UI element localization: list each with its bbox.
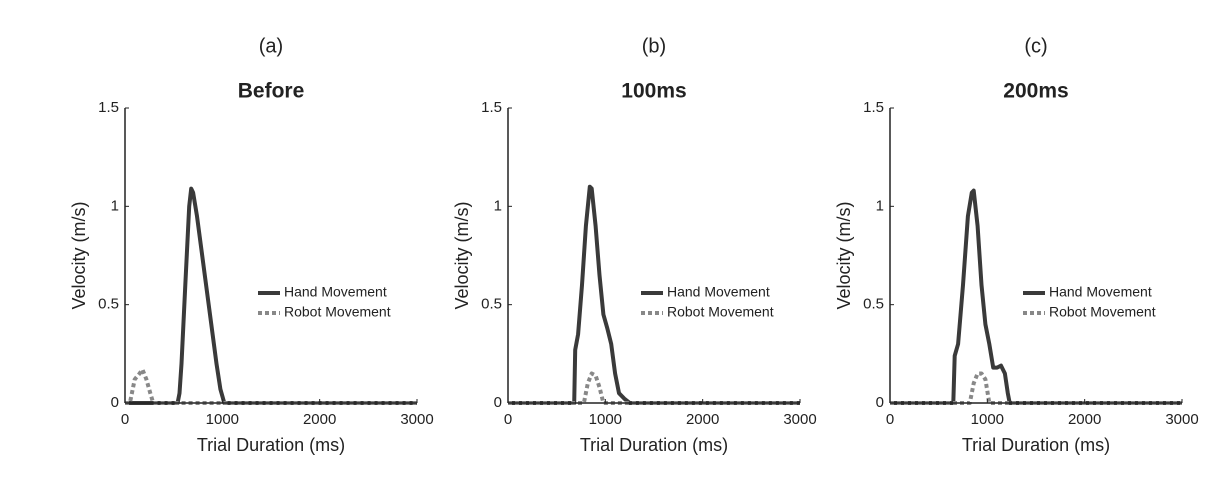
y-tick-label: 0 [111, 394, 119, 411]
series-line [508, 184, 800, 405]
series-line [125, 367, 417, 405]
chart-title: 100ms [621, 80, 686, 103]
y-axis-label: Velocity (m/s) [452, 201, 472, 309]
panel-label: (b) [642, 35, 666, 57]
legend-label: Hand Movement [284, 284, 387, 300]
y-tick-label: 1.5 [481, 99, 502, 116]
y-tick-label: 0 [494, 394, 502, 411]
x-tick-label: 1000 [971, 411, 1004, 428]
chart-title: 200ms [1003, 80, 1068, 103]
x-tick-label: 3000 [1165, 411, 1198, 428]
y-tick-label: 1.5 [863, 99, 884, 116]
x-tick-label: 3000 [400, 411, 433, 428]
x-tick-label: 0 [121, 411, 129, 428]
legend-label: Robot Movement [667, 304, 774, 320]
series-line [890, 188, 1182, 405]
y-tick-label: 0.5 [98, 296, 119, 313]
series-line [125, 186, 417, 405]
series-line [508, 371, 800, 405]
panel-label: (c) [1024, 35, 1047, 57]
y-tick-label: 0.5 [863, 296, 884, 313]
y-tick-label: 1 [111, 197, 119, 214]
x-tick-label: 2000 [1068, 411, 1101, 428]
chart-title: Before [238, 80, 305, 103]
x-tick-label: 0 [504, 411, 512, 428]
x-tick-label: 2000 [303, 411, 336, 428]
x-axis-label: Trial Duration (ms) [962, 435, 1110, 455]
y-tick-label: 1 [876, 197, 884, 214]
series-line [890, 371, 1182, 405]
y-tick-label: 1.5 [98, 99, 119, 116]
x-tick-label: 0 [886, 411, 894, 428]
x-axis-label: Trial Duration (ms) [197, 435, 345, 455]
y-axis-label: Velocity (m/s) [69, 201, 89, 309]
y-tick-label: 0 [876, 394, 884, 411]
y-tick-label: 1 [494, 197, 502, 214]
x-tick-label: 2000 [686, 411, 719, 428]
y-axis-label: Velocity (m/s) [834, 201, 854, 309]
x-tick-label: 1000 [589, 411, 622, 428]
legend-label: Hand Movement [1049, 284, 1152, 300]
x-tick-label: 3000 [783, 411, 816, 428]
panel-label: (a) [259, 35, 283, 57]
legend-label: Robot Movement [284, 304, 391, 320]
x-axis-label: Trial Duration (ms) [580, 435, 728, 455]
x-tick-label: 1000 [206, 411, 239, 428]
legend-label: Robot Movement [1049, 304, 1156, 320]
y-tick-label: 0.5 [481, 296, 502, 313]
legend-label: Hand Movement [667, 284, 770, 300]
